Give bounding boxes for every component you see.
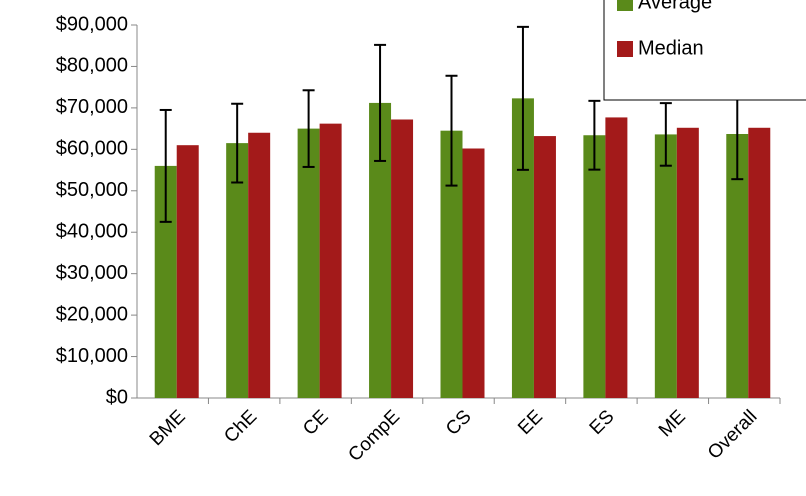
bar: [726, 133, 749, 398]
y-tick-label: $90,000: [56, 13, 128, 35]
bar: [511, 98, 534, 399]
y-tick-label: $30,000: [56, 262, 128, 284]
bar: [533, 136, 556, 398]
error-bar: [159, 108, 172, 223]
error-bar: [374, 43, 387, 162]
bar: [654, 134, 677, 398]
error-bar: [659, 102, 672, 167]
legend-swatch: [617, 41, 633, 57]
bar: [319, 123, 342, 398]
error-bar: [302, 89, 315, 168]
x-tick-label: ChE: [220, 406, 261, 447]
y-tick-label: $20,000: [56, 303, 128, 325]
legend-box: [603, 0, 806, 101]
bar: [297, 128, 320, 398]
x-tick-label: BME: [146, 406, 190, 450]
bar: [226, 143, 249, 398]
y-tick-label: $70,000: [56, 96, 128, 118]
bar: [605, 117, 628, 398]
x-tick-label: ME: [655, 406, 690, 441]
legend: Average Median: [603, 0, 806, 101]
error-bar: [231, 102, 244, 184]
bar: [676, 127, 699, 398]
error-bar: [588, 99, 601, 171]
x-tick-label: CS: [442, 406, 476, 440]
x-tick-label: CE: [299, 406, 333, 440]
x-tick-label: ES: [586, 406, 619, 439]
bar: [391, 119, 414, 398]
error-bar: [516, 25, 529, 171]
y-tick-label: $0: [106, 386, 128, 408]
bar: [440, 130, 463, 398]
y-tick-label: $60,000: [56, 138, 128, 160]
x-tick-label: EE: [514, 406, 547, 439]
y-tick-label: $80,000: [56, 55, 128, 77]
bar: [583, 135, 606, 398]
legend-swatch: [617, 0, 633, 11]
error-bar: [445, 74, 458, 187]
bar: [462, 148, 485, 398]
legend-label: Median: [638, 37, 704, 59]
bar: [248, 132, 271, 398]
bar: [369, 102, 392, 398]
x-tick-label: CompE: [344, 406, 404, 466]
y-tick-label: $40,000: [56, 221, 128, 243]
x-tick-label: Overall: [704, 406, 761, 463]
y-tick-label: $10,000: [56, 345, 128, 367]
bar: [176, 145, 199, 398]
bar: [154, 165, 177, 398]
legend-label: Average: [638, 0, 712, 13]
bar: [748, 127, 771, 398]
y-tick-label: $50,000: [56, 179, 128, 201]
